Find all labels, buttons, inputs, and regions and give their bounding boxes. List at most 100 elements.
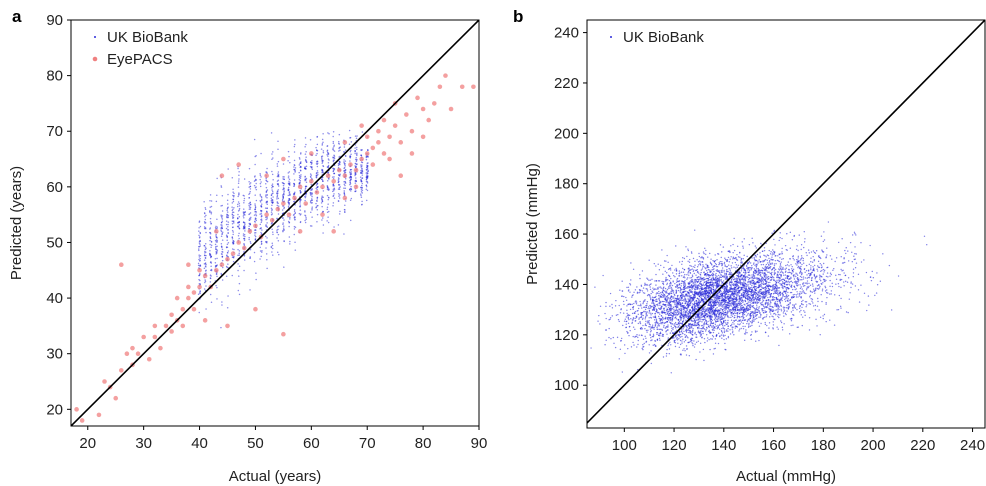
data-point [332,202,335,204]
data-point [708,338,710,341]
data-point [781,253,784,255]
data-point [705,320,707,322]
data-point [790,276,792,279]
data-point [327,155,329,157]
data-point [827,292,829,294]
data-point [674,297,676,300]
data-point [647,306,650,308]
data-point [315,154,317,156]
data-point [270,199,273,202]
data-point [366,182,369,184]
data-point [220,186,223,188]
data-point [701,268,704,270]
data-point [794,280,797,282]
data-point [648,310,651,312]
data-point [342,195,348,201]
data-point [812,266,814,268]
data-point [739,323,741,325]
data-point [825,303,827,305]
data-point [733,323,735,325]
data-point [715,313,718,316]
data-point [650,298,652,301]
data-point [666,254,668,257]
data-point [305,218,307,220]
data-point [254,208,256,211]
data-point [778,344,780,347]
data-point [253,184,256,187]
data-point [687,282,690,284]
data-point [694,301,696,303]
data-point [770,276,772,279]
data-point [782,306,785,308]
data-point [316,152,318,155]
data-point [644,311,647,313]
data-point [315,206,317,209]
data-point [282,176,284,178]
data-point [203,288,206,290]
data-point [321,144,323,146]
data-point [367,149,369,151]
data-point [675,318,678,320]
data-point [642,317,644,319]
data-point [232,191,234,193]
data-point [305,181,308,184]
data-point [331,178,336,184]
data-point [266,167,268,170]
data-point [220,230,223,233]
data-point [802,290,804,292]
data-point [697,278,699,281]
data-point [631,322,633,325]
data-point [232,208,234,210]
data-point [354,144,357,146]
data-point [344,204,346,206]
data-point [221,195,224,197]
data-point [704,316,706,318]
data-point [353,167,359,173]
data-point [316,170,319,172]
data-point [690,300,693,302]
data-point [817,300,819,303]
data-point [283,219,285,221]
data-point [304,167,306,169]
data-point [694,288,696,291]
data-point [702,332,704,335]
data-point [756,302,759,304]
data-point [785,264,787,267]
data-point [690,327,692,329]
data-point [198,278,200,281]
data-point [742,325,744,328]
data-point [802,285,805,287]
data-point [724,309,726,312]
data-point [199,225,202,228]
data-point [765,263,768,266]
x-tick-label: 40 [191,435,208,452]
data-point [270,132,273,134]
data-point [327,152,330,155]
data-point [216,264,218,266]
data-point [743,281,745,284]
data-point [289,161,291,164]
data-point [759,288,762,291]
data-point [248,196,251,199]
data-point [761,287,764,289]
data-point [701,337,703,339]
legend-marker [92,56,98,62]
data-point [215,284,217,287]
data-point [283,206,286,209]
data-point [236,205,239,208]
data-point [260,209,262,212]
data-point [763,247,766,249]
data-point [785,313,787,316]
data-point [652,306,655,308]
data-point [660,287,662,289]
data-point [740,270,743,272]
data-point [712,266,714,269]
data-point [801,300,803,303]
data-point [779,278,781,280]
data-point [232,198,234,200]
data-point [186,284,191,290]
data-point [724,342,726,345]
data-point [737,299,739,301]
data-point [199,243,201,245]
data-point [656,309,658,311]
